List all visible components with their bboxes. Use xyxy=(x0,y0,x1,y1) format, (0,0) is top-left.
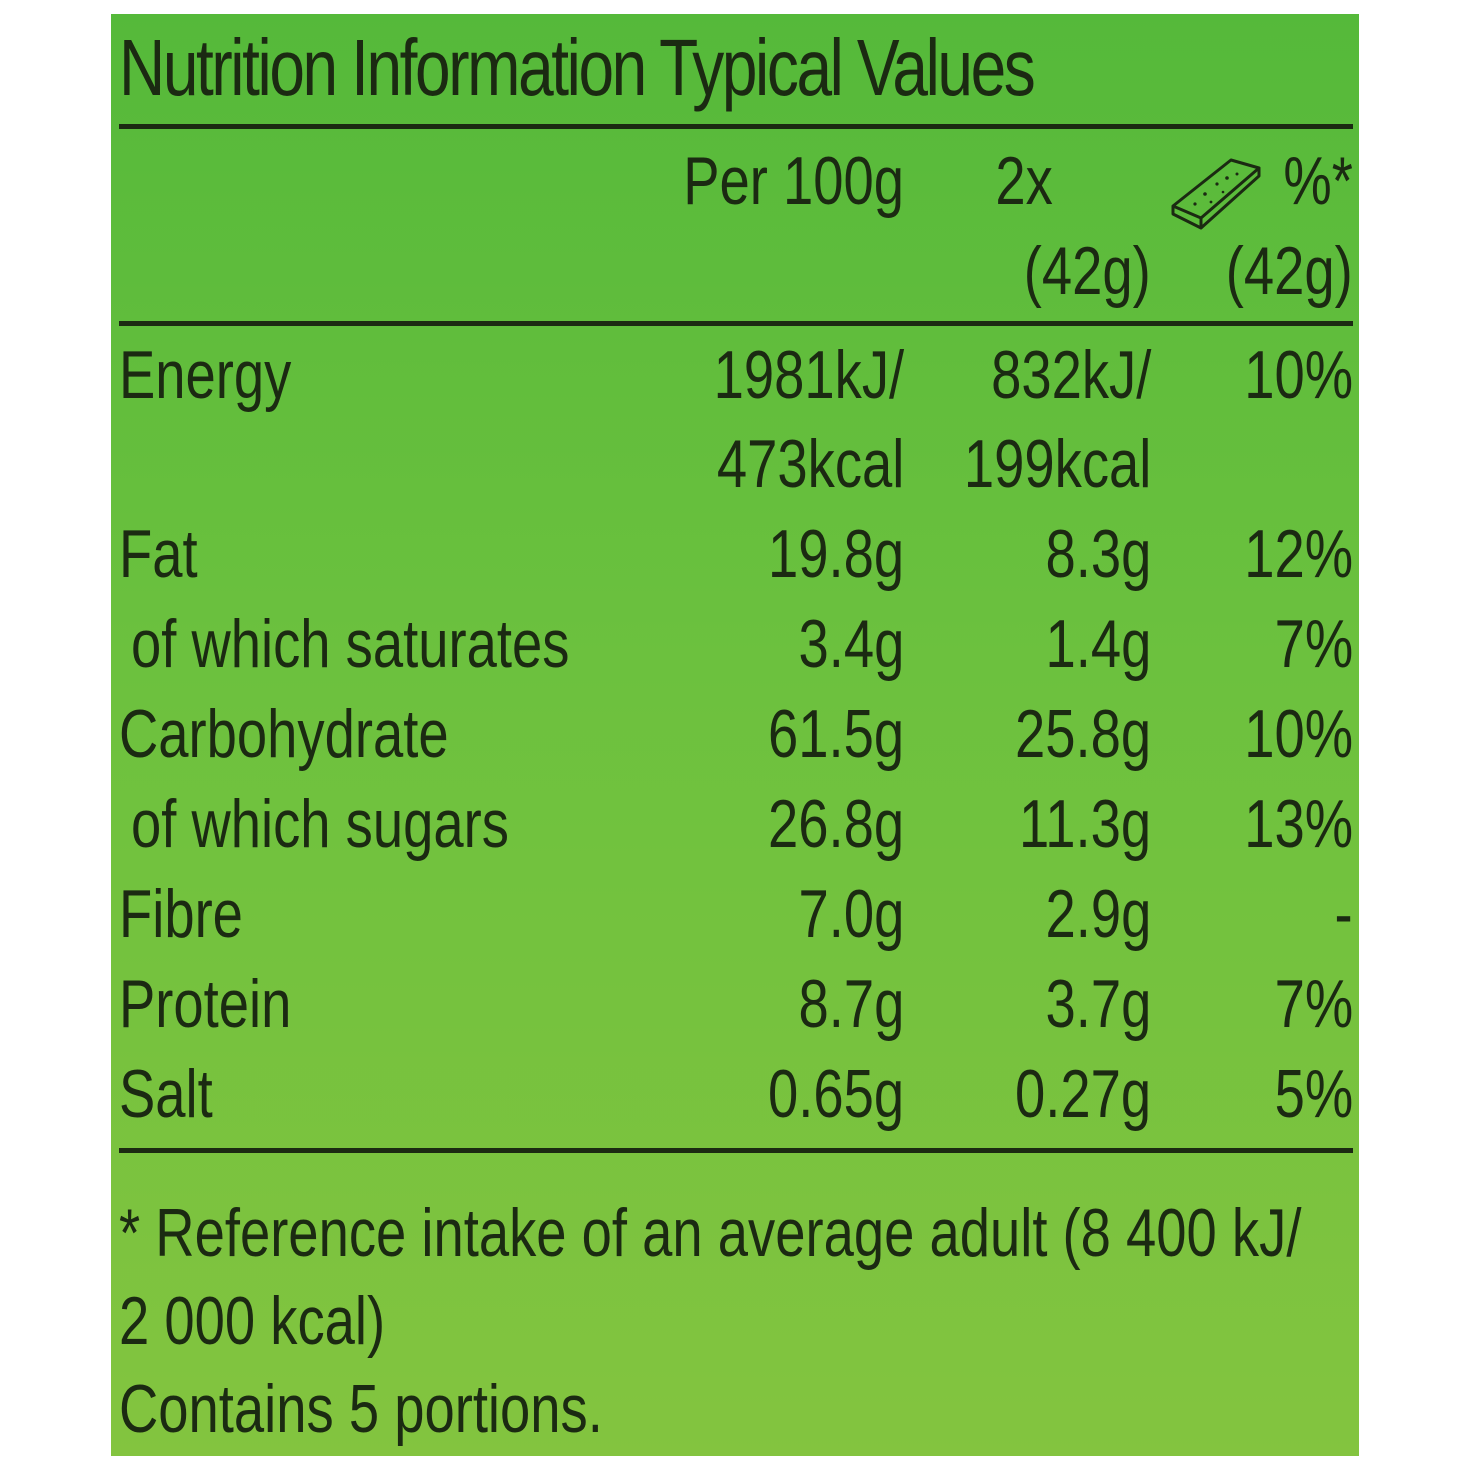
footer-divider xyxy=(119,1148,1353,1153)
per-100g-value: 61.5g xyxy=(767,696,904,772)
serving-value: 25.8g xyxy=(1014,696,1151,772)
footnote-reference-intake-cont: 2 000 kcal) xyxy=(119,1283,386,1359)
ri-value: - xyxy=(1334,876,1353,952)
header-serving-prefix: 2x xyxy=(995,143,1053,219)
table-row-salt: Salt 0.65g 0.27g 5% xyxy=(111,1049,1359,1139)
row-label: Energy xyxy=(119,337,292,413)
per-100g-value: 7.0g xyxy=(798,876,904,952)
table-row-fat: Fat 19.8g 8.3g 12% xyxy=(111,509,1359,599)
row-label: Protein xyxy=(119,966,292,1042)
header-divider xyxy=(119,321,1353,326)
row-label: Fibre xyxy=(119,876,243,952)
table-row-energy-kcal: 473kcal 199kcal xyxy=(111,419,1359,509)
footnote-portions: Contains 5 portions. xyxy=(119,1371,603,1447)
serving-value: 11.3g xyxy=(1018,786,1151,862)
serving-value: 832kJ/ xyxy=(990,337,1151,413)
row-label: Fat xyxy=(119,516,198,592)
serving-value: 199kcal xyxy=(963,426,1151,502)
serving-value: 1.4g xyxy=(1045,606,1151,682)
serving-value: 8.3g xyxy=(1045,516,1151,592)
row-label: of which saturates xyxy=(131,606,570,682)
serving-value: 3.7g xyxy=(1045,966,1151,1042)
header-per-100g: Per 100g xyxy=(683,143,904,219)
table-row-protein: Protein 8.7g 3.7g 7% xyxy=(111,959,1359,1049)
table-row-energy-kj: Energy 1981kJ/ 832kJ/ 10% xyxy=(111,330,1359,420)
per-100g-value: 8.7g xyxy=(798,966,904,1042)
ri-value: 7% xyxy=(1274,606,1353,682)
ri-value: 5% xyxy=(1274,1056,1353,1132)
serving-value: 2.9g xyxy=(1045,876,1151,952)
per-100g-value: 1981kJ/ xyxy=(713,337,904,413)
row-label: of which sugars xyxy=(131,786,509,862)
serving-value: 0.27g xyxy=(1014,1056,1151,1132)
cereal-bar-icon xyxy=(1171,158,1261,230)
title-divider xyxy=(119,124,1353,129)
nutrition-panel: Nutrition Information Typical Values Per… xyxy=(111,14,1359,1456)
ri-value: 13% xyxy=(1244,786,1353,862)
per-100g-value: 19.8g xyxy=(767,516,904,592)
ri-value: 10% xyxy=(1244,696,1353,772)
table-row-carbohydrate: Carbohydrate 61.5g 25.8g 10% xyxy=(111,689,1359,779)
header-ri-weight: (42g) xyxy=(1226,233,1353,309)
per-100g-value: 26.8g xyxy=(767,786,904,862)
footnote-reference-intake: * Reference intake of an average adult (… xyxy=(119,1195,1302,1271)
header-serving-weight: (42g) xyxy=(1024,233,1151,309)
table-row-sugars: of which sugars 26.8g 11.3g 13% xyxy=(111,779,1359,869)
per-100g-value: 0.65g xyxy=(767,1056,904,1132)
ri-value: 10% xyxy=(1244,337,1353,413)
per-100g-value: 3.4g xyxy=(798,606,904,682)
header-ri-percent: %* xyxy=(1283,143,1353,219)
panel-title: Nutrition Information Typical Values xyxy=(119,23,1036,112)
per-100g-value: 473kcal xyxy=(716,426,904,502)
row-label: Salt xyxy=(119,1056,213,1132)
row-label: Carbohydrate xyxy=(119,696,449,772)
ri-value: 12% xyxy=(1244,516,1353,592)
table-row-saturates: of which saturates 3.4g 1.4g 7% xyxy=(111,599,1359,689)
ri-value: 7% xyxy=(1274,966,1353,1042)
table-row-fibre: Fibre 7.0g 2.9g - xyxy=(111,869,1359,959)
